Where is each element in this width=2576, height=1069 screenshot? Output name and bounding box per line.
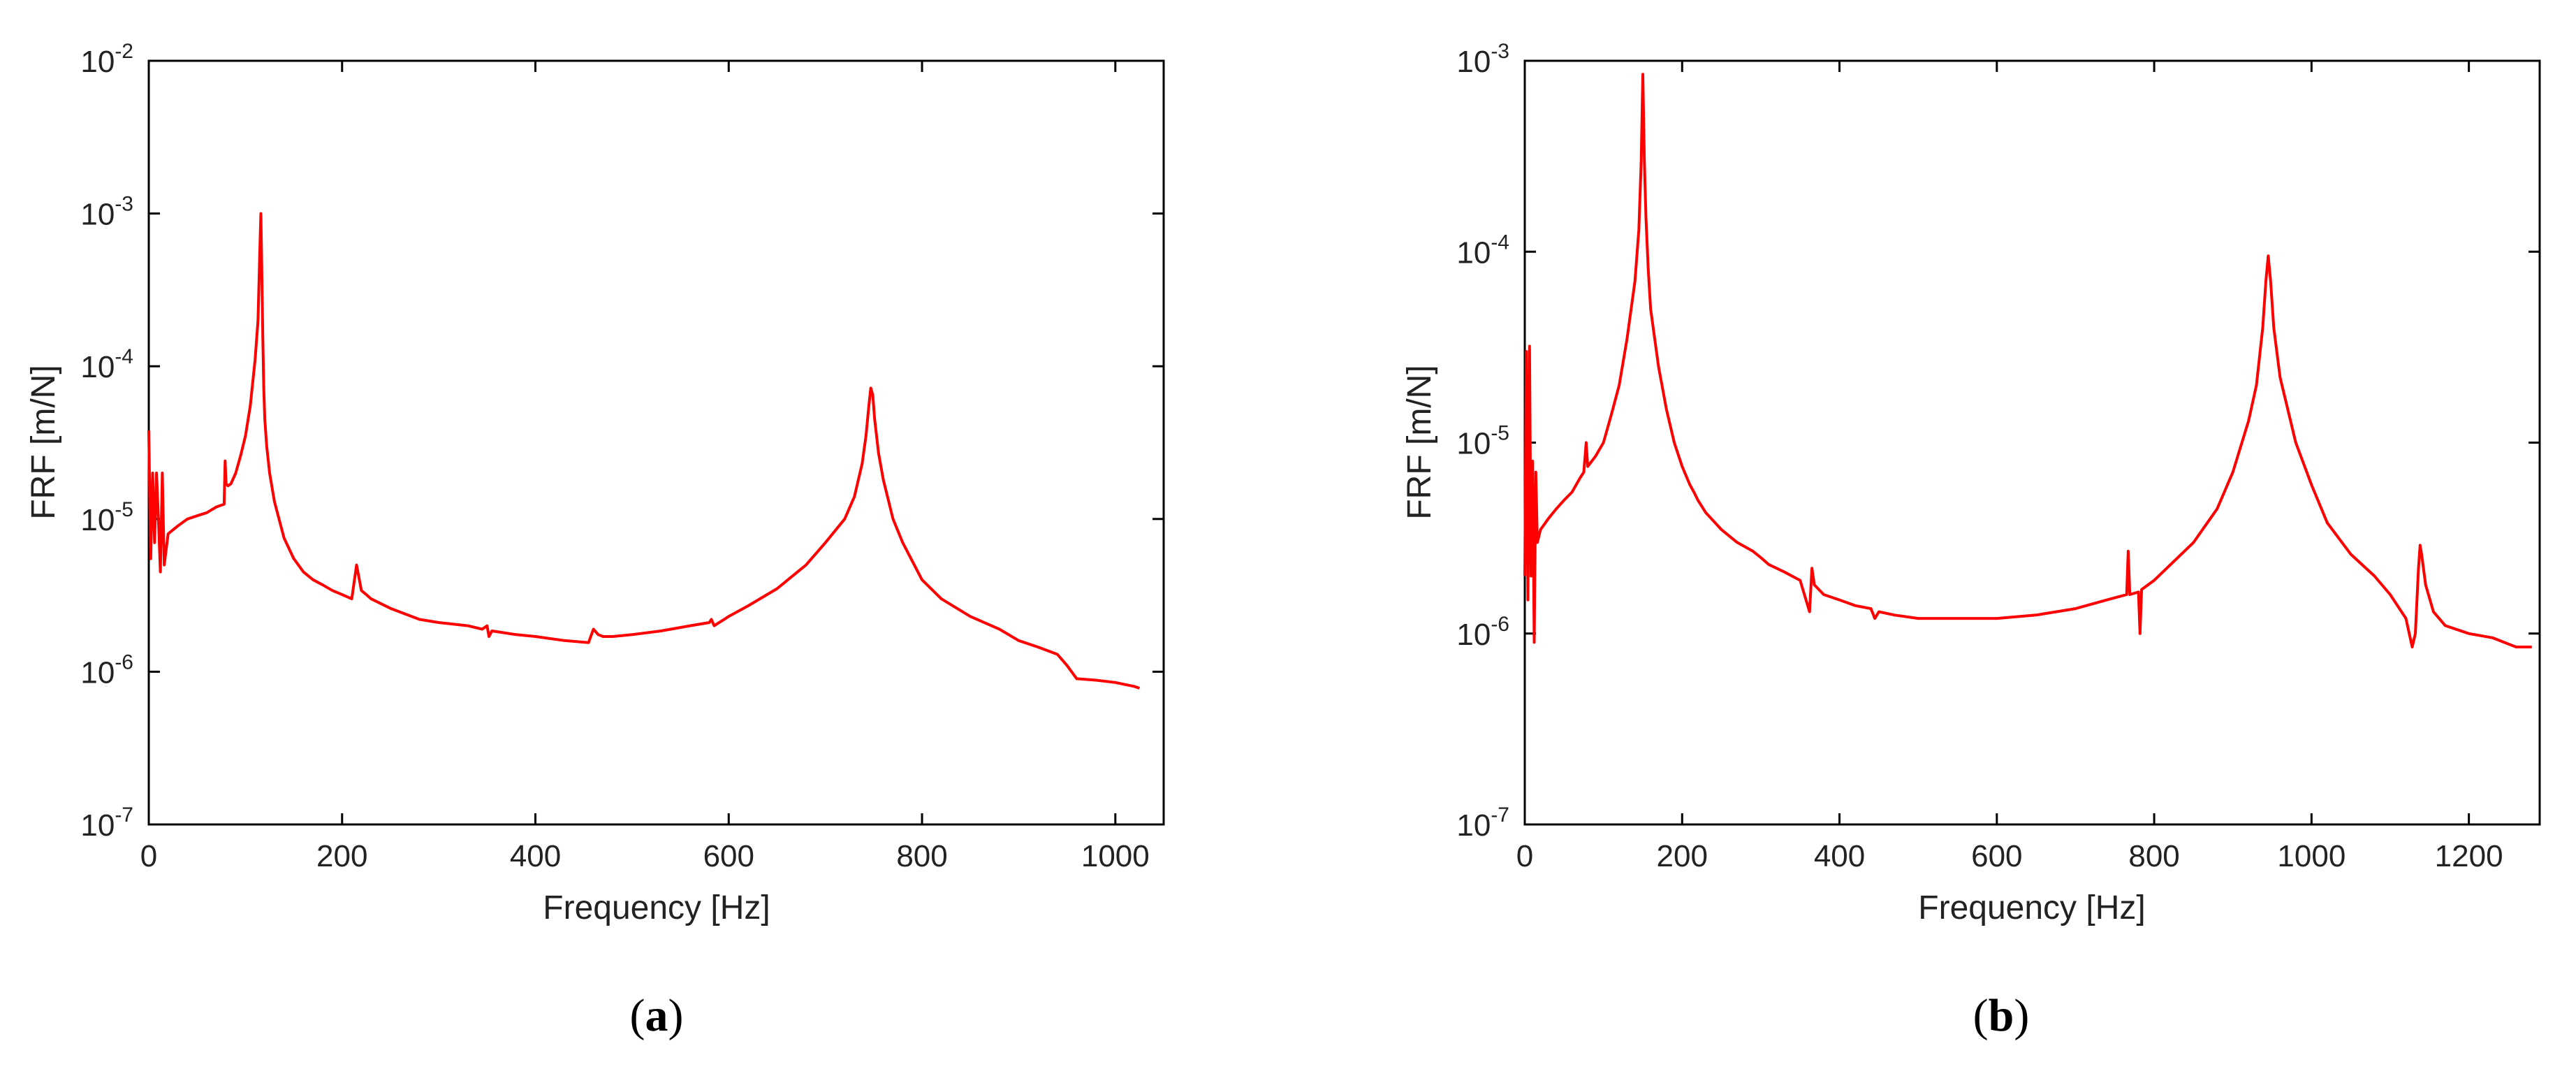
y-axis-label-b: FRF [m/N] (1401, 365, 1438, 519)
x-axis-label-a: Frequency [Hz] (543, 889, 770, 926)
x-tick-label-b: 1000 (2277, 839, 2346, 873)
panel-a: 0 200 400 600 800 1000 10-7 10-6 10-5 10-4 10-3 10-… (25, 40, 1165, 1041)
x-tick-label-a: 1000 (1081, 839, 1150, 873)
y-tick-label-a: 10-7 (80, 803, 133, 843)
y-tick-label-b: 10-7 (1456, 803, 1509, 843)
x-tick-label-a: 800 (896, 839, 947, 873)
x-tick-label-b: 800 (2128, 839, 2179, 873)
x-tick-label-b: 1200 (2435, 839, 2503, 873)
x-tick-label-a: 200 (316, 839, 367, 873)
x-tick-label-b: 400 (1814, 839, 1865, 873)
y-tick-label-a: 10-5 (80, 498, 133, 537)
panel-b: 0 200 400 600 800 1000 1200 10-7 10-6 10-5 10-4 10-… (1401, 40, 2541, 1041)
axis-ticks-b: 0 200 400 600 800 1000 1200 10-7 10-6 10-5 10-4 10-… (1456, 40, 2540, 873)
frf-curve-a (147, 212, 1141, 690)
x-tick-label-a: 400 (510, 839, 561, 873)
x-tick-label-b: 200 (1657, 839, 1708, 873)
y-tick-label-a: 10-2 (80, 40, 133, 79)
y-tick-label-a: 10-4 (80, 345, 133, 384)
x-tick-label-a: 0 (140, 839, 157, 873)
y-tick-label-b: 10-3 (1456, 40, 1509, 79)
x-tick-label-b: 600 (1971, 839, 2022, 873)
panel-caption-b: (b) (1973, 990, 2030, 1041)
axis-ticks-a: 0 200 400 600 800 1000 10-7 10-6 10-5 10-4 10-3 10-… (80, 40, 1164, 873)
y-tick-label-a: 10-3 (80, 193, 133, 232)
plot-frame-b (1523, 59, 2541, 826)
y-tick-label-b: 10-6 (1456, 613, 1509, 652)
x-axis-label-b: Frequency [Hz] (1918, 889, 2145, 926)
plot-frame-a (147, 59, 1165, 826)
y-tick-label-b: 10-5 (1456, 422, 1509, 461)
y-axis-label-a: FRF [m/N] (25, 365, 62, 519)
x-tick-label-b: 0 (1516, 839, 1533, 873)
panel-caption-a: (a) (630, 990, 684, 1041)
frf-curve-b (1523, 73, 2532, 648)
y-tick-label-a: 10-6 (80, 650, 133, 690)
x-tick-label-a: 600 (703, 839, 754, 873)
y-tick-label-b: 10-4 (1456, 231, 1509, 270)
